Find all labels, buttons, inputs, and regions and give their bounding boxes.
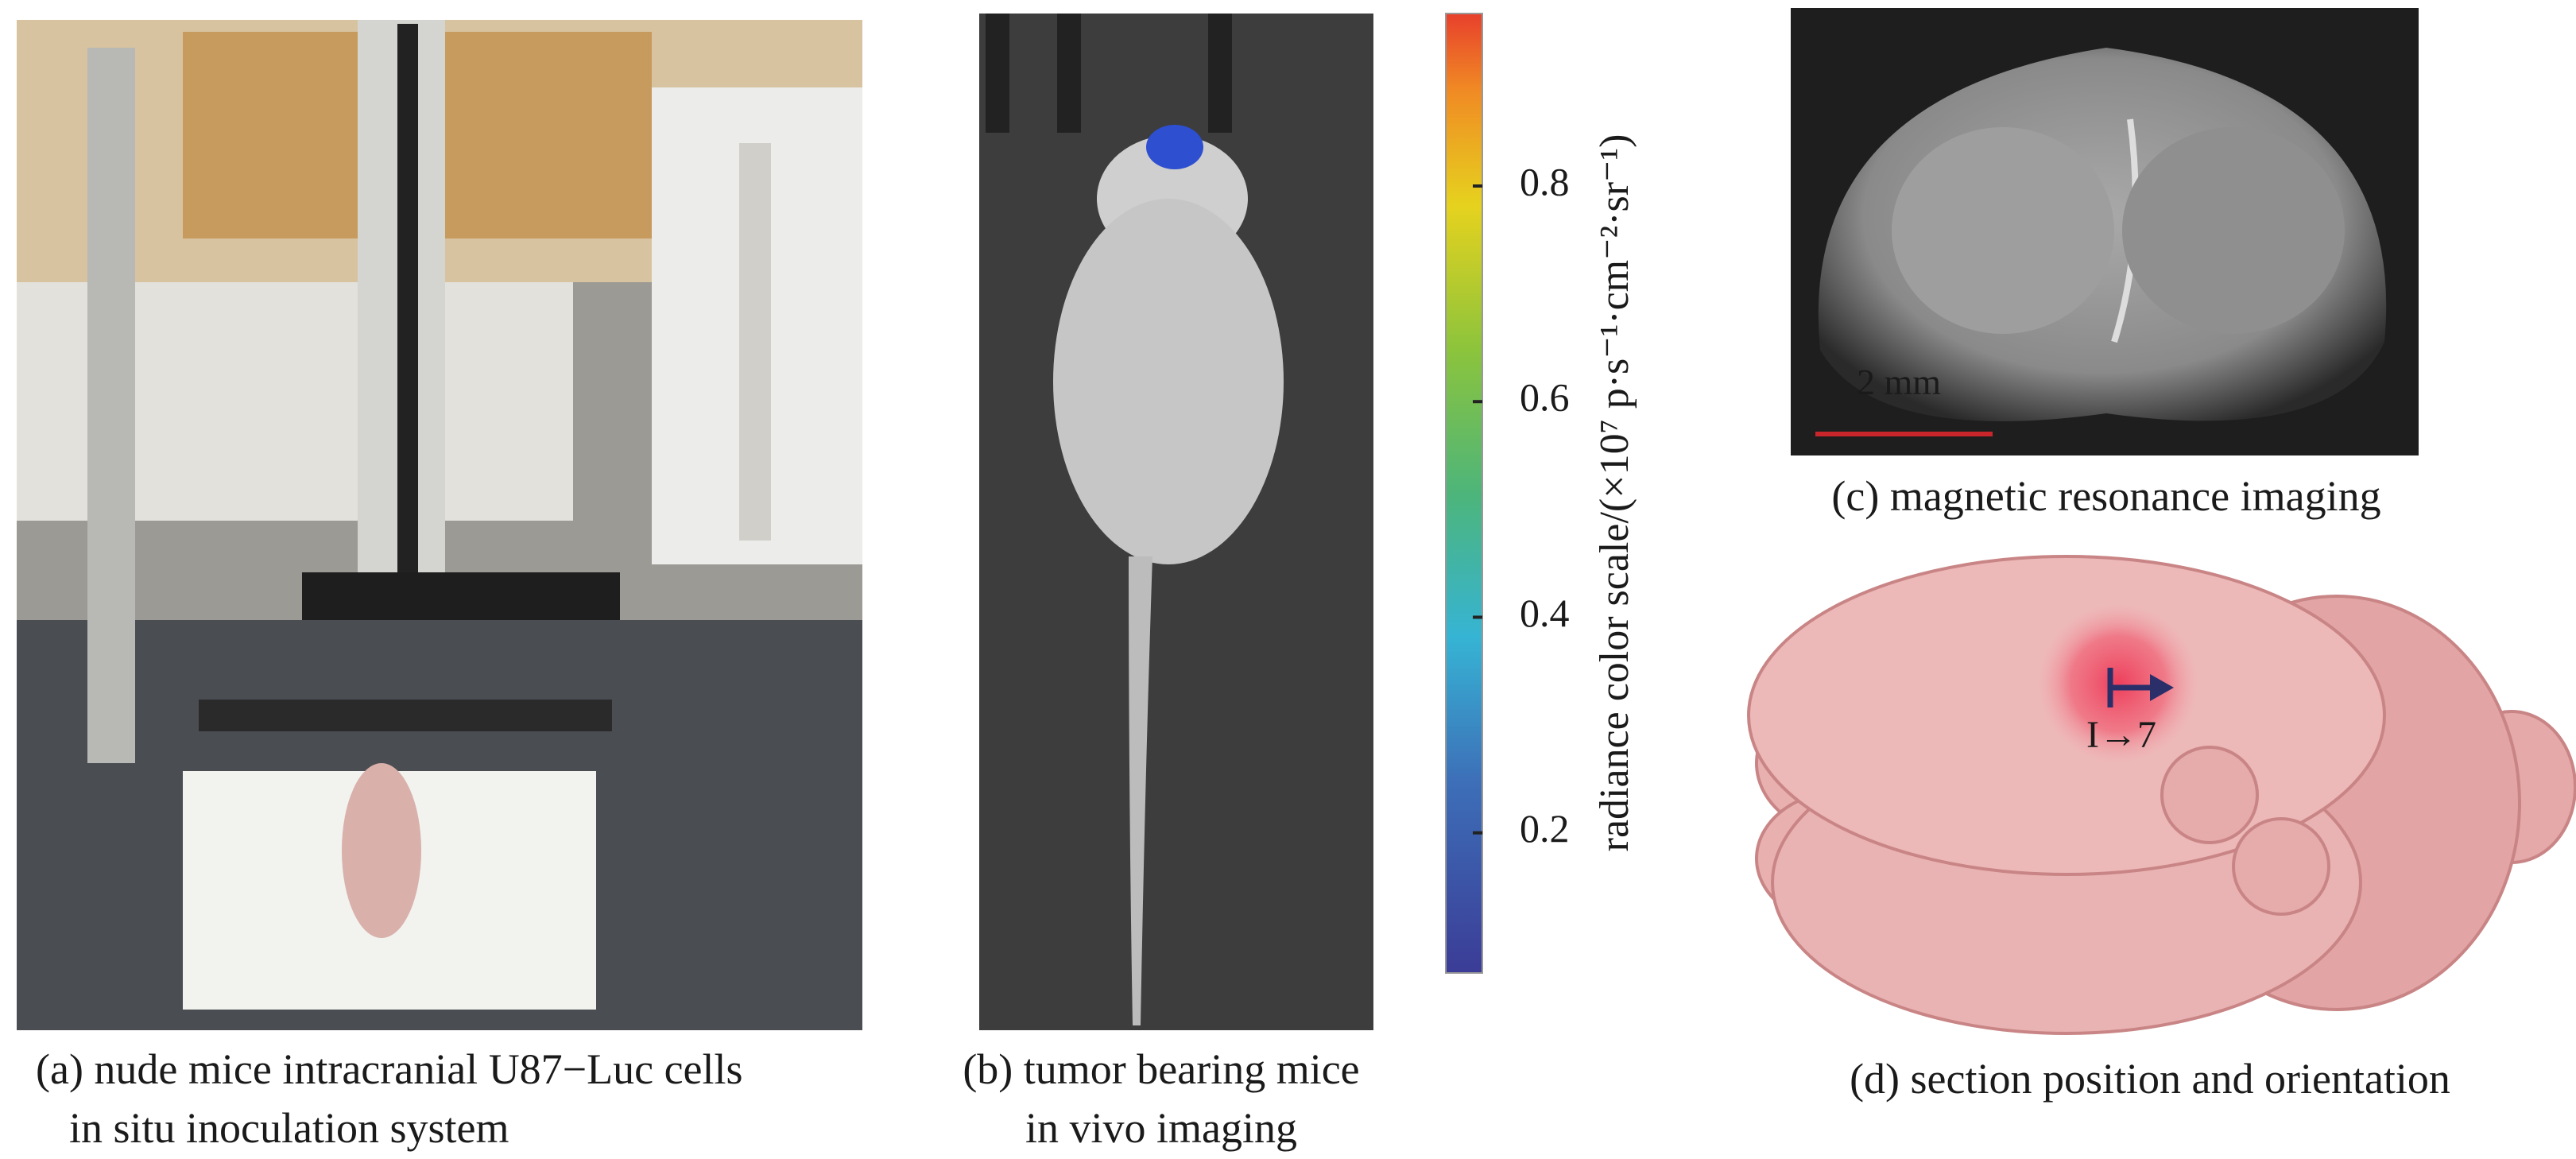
caption: (b) tumor bearing mice <box>963 1045 1359 1093</box>
caption: (c) magnetic resonance imaging <box>1831 472 2380 520</box>
section-label: I→7 <box>2086 714 2156 756</box>
colorbar: radiance color scale/(×10⁷ p·s⁻¹·cm⁻²·sr… <box>1445 13 1637 974</box>
caption: (d) section position and orientation <box>1850 1055 2450 1103</box>
colorbar-tick-label: 0.8 <box>1520 159 1570 204</box>
colorbar-tick-label: 0.4 <box>1520 591 1570 635</box>
caption: in situ inoculation system <box>69 1104 509 1152</box>
photo-apparatus <box>17 20 862 1030</box>
in-vivo-image <box>979 14 1373 1030</box>
caption: in vivo imaging <box>1025 1104 1297 1152</box>
scale-bar-label: 2 mm <box>1857 362 1941 402</box>
section-arrow <box>2107 668 2174 707</box>
colorbar-tick-label: 0.6 <box>1520 375 1570 420</box>
colorbar-gradient <box>1445 13 1483 974</box>
mri-image: 2 mm <box>1791 8 2419 455</box>
colorbar-label: radiance color scale/(×10⁷ p·s⁻¹·cm⁻²·sr… <box>1592 134 1637 852</box>
tumor-site <box>2039 604 2198 763</box>
brain-illustration <box>1747 555 2576 1035</box>
caption: (a) nude mice intracranial U87−Luc cells <box>36 1045 743 1093</box>
colorbar-tick-label: 0.2 <box>1520 806 1570 851</box>
